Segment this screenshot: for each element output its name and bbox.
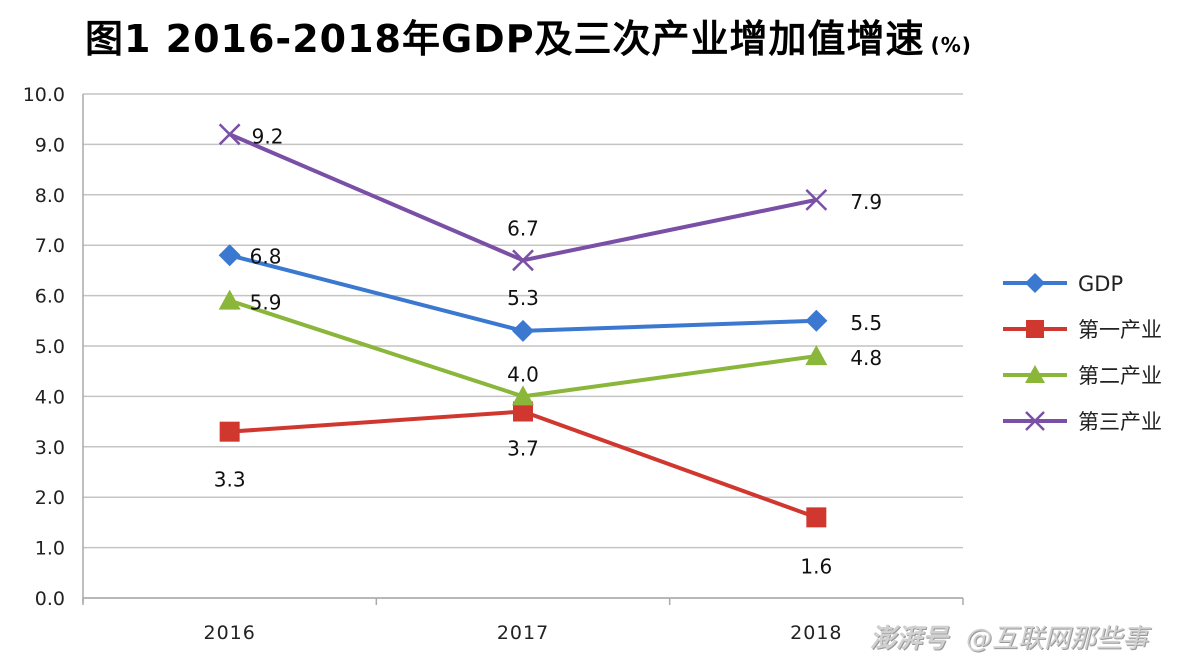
y-tick-label: 3.0: [35, 437, 65, 459]
data-label: 3.3: [214, 468, 246, 492]
watermark-account: @互联网那些事: [966, 624, 1149, 654]
y-tick-label: 1.0: [35, 538, 65, 560]
x-marker-stroke: [512, 249, 534, 272]
y-tick-label: 2.0: [35, 487, 65, 509]
data-label: 6.7: [507, 216, 539, 240]
diamond-marker: [1025, 273, 1045, 293]
data-label: 4.8: [850, 346, 882, 370]
title-text: 图1 2016-2018年GDP及三次产业增加值增速: [85, 17, 925, 61]
watermark: 澎湃号 @互联网那些事: [870, 618, 1148, 655]
data-label: 5.3: [507, 286, 539, 310]
title-unit: (%): [930, 33, 972, 57]
chart-title: 图1 2016-2018年GDP及三次产业增加值增速 (%): [0, 0, 1198, 70]
data-label: 5.5: [850, 311, 882, 335]
y-tick-label: 6.0: [35, 286, 65, 308]
legend-item: GDP: [1003, 272, 1123, 296]
y-tick-label: 0.0: [35, 588, 65, 610]
x-marker-stroke: [805, 188, 828, 211]
triangle-marker: [218, 289, 241, 310]
data-label: 6.8: [250, 244, 282, 268]
x-marker: [512, 249, 534, 272]
gridlines: [83, 93, 963, 599]
square-marker: [219, 421, 240, 442]
y-tick-label: 4.0: [35, 386, 65, 408]
x-marker-stroke: [1025, 411, 1045, 431]
data-labels: 6.8 5.3 5.5 3.3 3.7 1.6 5.9 4.0 4.8 9.2 6.7 7.9: [214, 124, 882, 578]
x-axis-ticks: 2016 2017 2018: [203, 622, 842, 644]
x-marker: [218, 123, 241, 146]
y-axis-ticks: 0.0 1.0 2.0 3.0 4.0 5.0 6.0 7.0 8.0 9.0 10.0: [23, 84, 65, 610]
data-label: 3.7: [507, 437, 539, 461]
series-lines: [218, 123, 828, 528]
y-tick-label: 10.0: [23, 84, 65, 106]
watermark-logo: 澎湃号: [870, 624, 949, 654]
square-marker: [1026, 320, 1044, 338]
data-label: 9.2: [252, 124, 284, 148]
axes: [82, 94, 964, 605]
y-tick-label: 8.0: [35, 185, 65, 207]
legend-label: GDP: [1078, 272, 1123, 296]
y-tick-label: 7.0: [35, 235, 65, 257]
square-marker: [513, 401, 533, 422]
data-label: 5.9: [250, 291, 282, 315]
legend-item: 第三产业: [1003, 410, 1162, 434]
diamond-marker: [805, 309, 828, 332]
triangle-marker: [805, 345, 828, 366]
data-label: 4.0: [507, 362, 539, 386]
x-marker: [1025, 411, 1045, 431]
legend-item: 第二产业: [1003, 364, 1162, 388]
legend-label: 第一产业: [1078, 318, 1162, 342]
x-tick-label: 2017: [497, 622, 549, 644]
chart-title-text: 图1 2016-2018年GDP及三次产业增加值增速 (%): [85, 8, 972, 63]
series-line-第三产业: [228, 132, 817, 263]
y-tick-label: 9.0: [35, 134, 65, 156]
square-marker: [806, 507, 827, 528]
diamond-marker: [218, 244, 241, 267]
diamond-marker: [512, 319, 534, 342]
x-marker-stroke: [218, 123, 241, 146]
triangle-marker: [512, 385, 534, 406]
data-label: 1.6: [800, 554, 832, 578]
x-tick-label: 2016: [203, 622, 255, 644]
y-tick-label: 5.0: [35, 336, 65, 358]
legend-label: 第二产业: [1078, 364, 1162, 388]
triangle-marker: [1025, 365, 1045, 383]
series-line-第一产业: [229, 409, 818, 520]
legend-item: 第一产业: [1003, 318, 1162, 342]
data-label: 7.9: [850, 190, 882, 214]
legend-label: 第三产业: [1078, 410, 1162, 434]
x-marker: [805, 188, 828, 211]
x-tick-label: 2018: [790, 622, 842, 644]
